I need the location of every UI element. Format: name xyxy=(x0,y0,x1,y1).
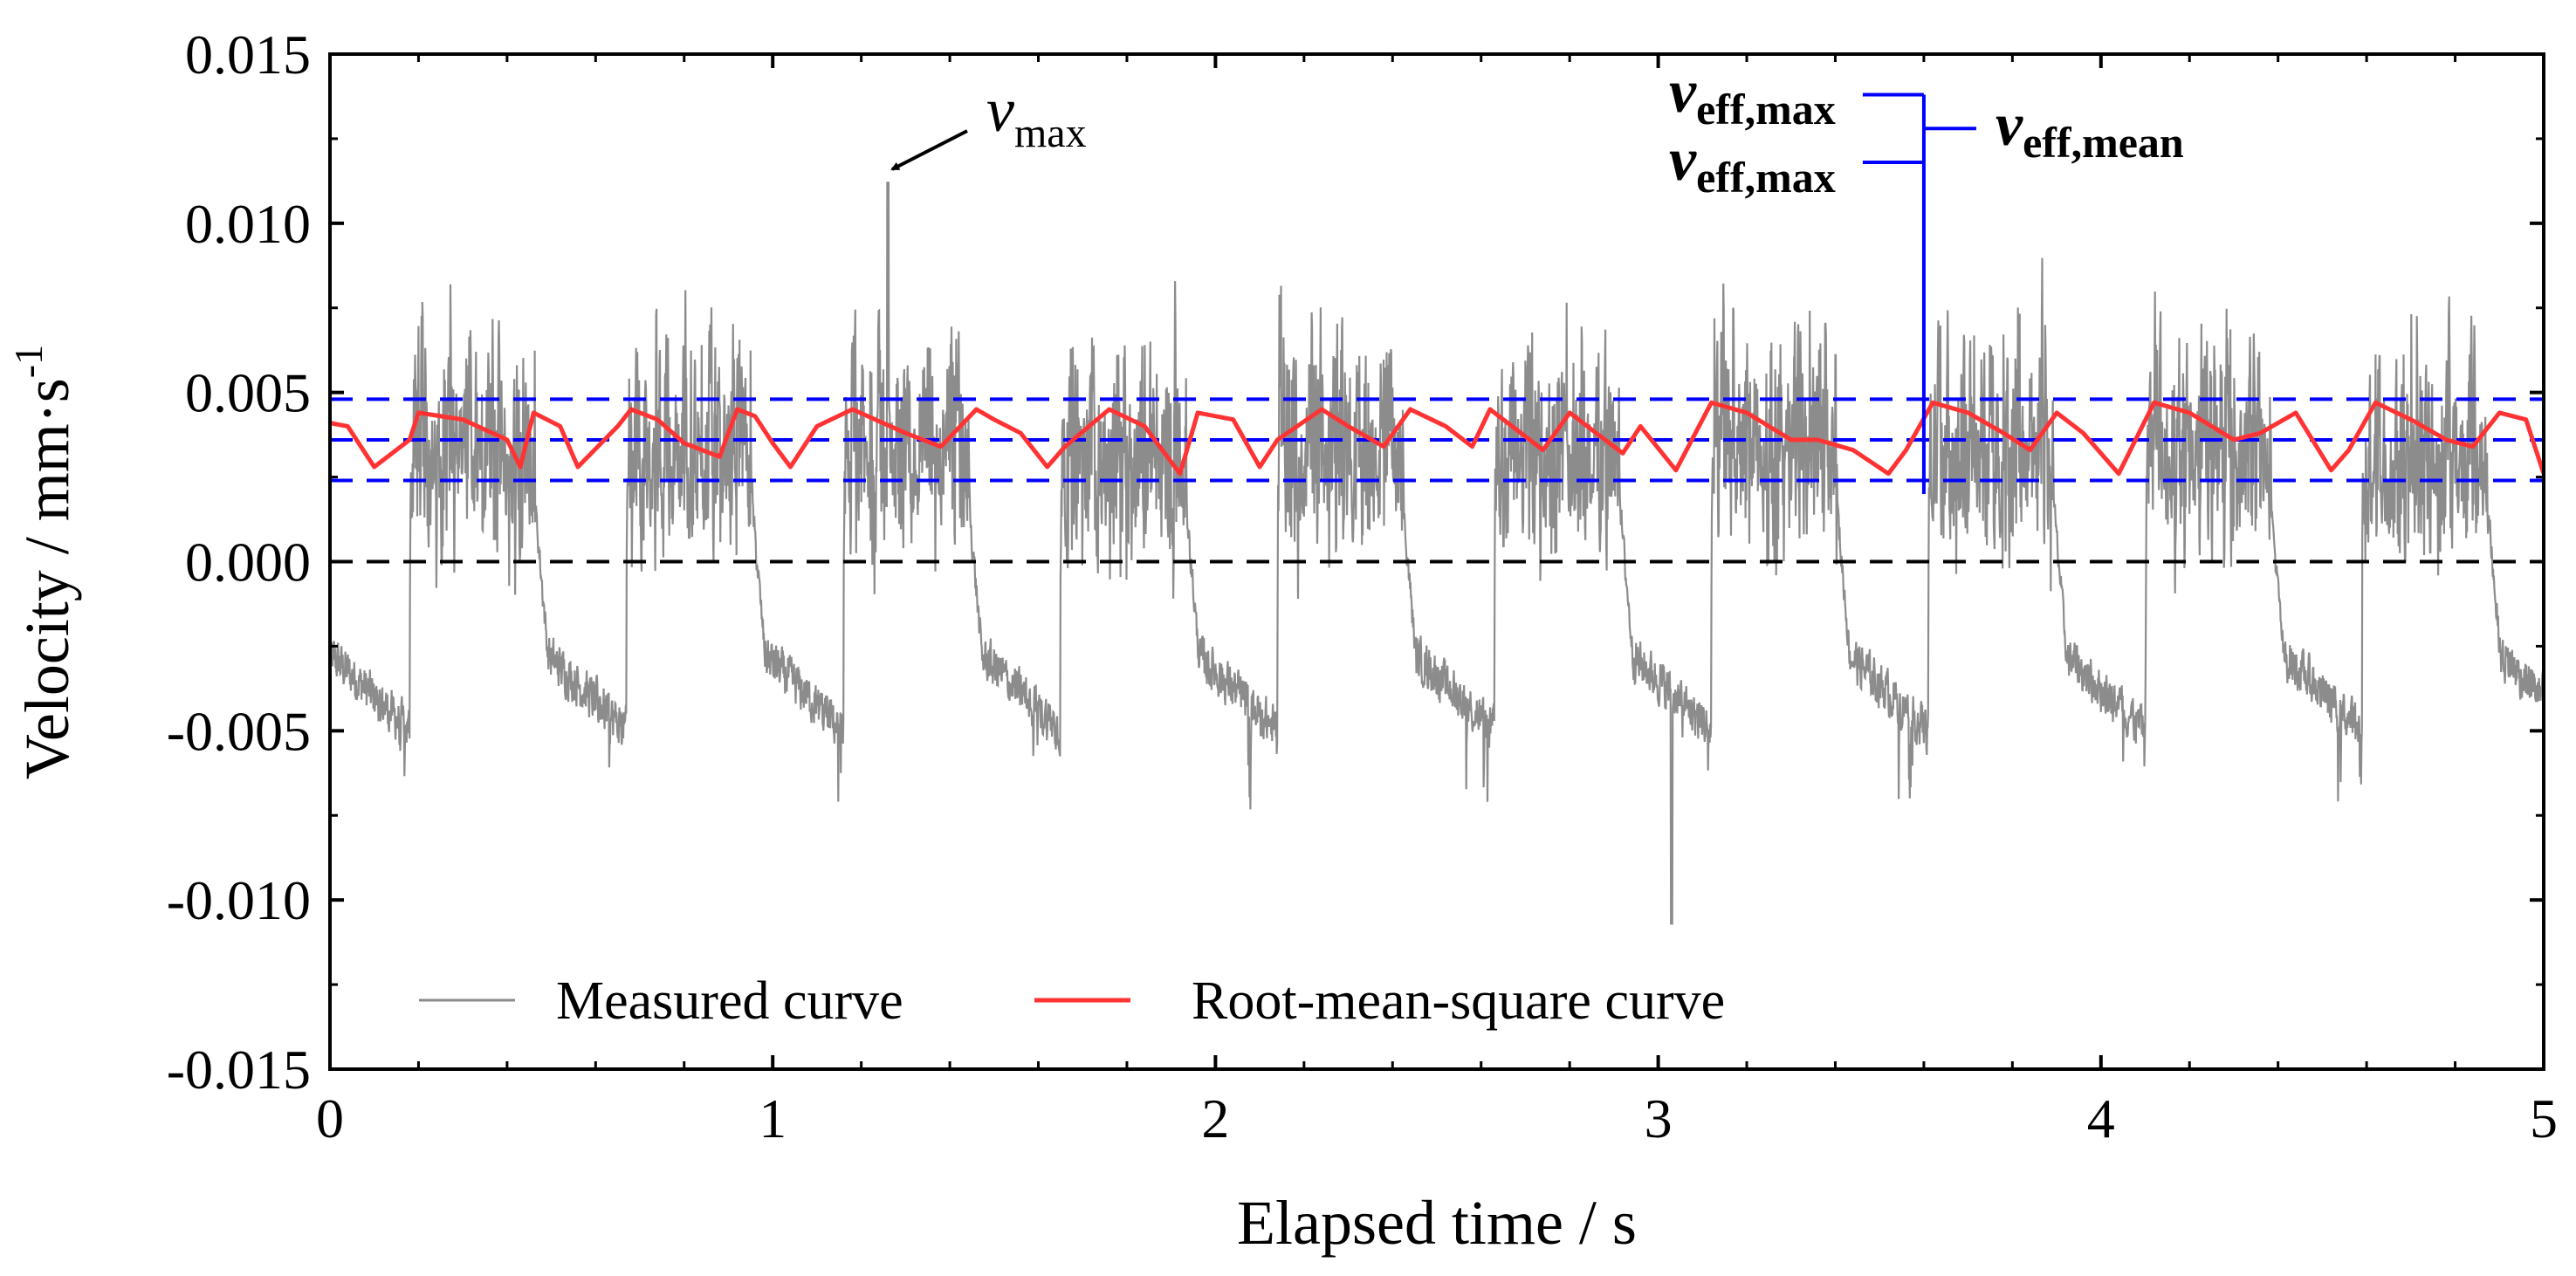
v-eff-upper-base: v xyxy=(1669,58,1697,126)
svg-text:vmax: vmax xyxy=(986,75,1087,156)
x-tick-label: 4 xyxy=(2087,1087,2115,1149)
x-tick-label: 1 xyxy=(759,1087,787,1149)
reference-lines-layer xyxy=(330,397,2544,564)
v-max-annotation: vmax xyxy=(890,75,1087,171)
v-max-label-sub: max xyxy=(1014,110,1087,156)
y-tick-label: 0.005 xyxy=(185,362,311,424)
y-axis-title: Velocity / mm·s xyxy=(12,378,82,779)
y-tick-label: -0.010 xyxy=(167,869,311,931)
legend-label-rms: Root-mean-square curve xyxy=(1192,971,1725,1031)
measured-curve-line xyxy=(330,182,2544,925)
v-max-arrow xyxy=(890,129,968,171)
v-eff-upper-sub: eff,max xyxy=(1696,85,1836,134)
v-eff-bracket xyxy=(1862,93,1976,494)
svg-text:veff,mean: veff,mean xyxy=(1996,92,2184,167)
x-tick-label: 3 xyxy=(1645,1087,1673,1149)
y-tick-label: 0.000 xyxy=(185,532,311,593)
v-eff-labels: veff,max veff,max veff,mean xyxy=(1669,58,2184,202)
svg-text:veff,max: veff,max xyxy=(1669,127,1836,202)
v-eff-lower-sub: eff,max xyxy=(1696,153,1836,202)
y-tick-label: -0.015 xyxy=(167,1039,311,1101)
measured-curve-layer xyxy=(330,182,2544,925)
svg-text:veff,max: veff,max xyxy=(1669,58,1836,134)
x-axis-title: Elapsed time / s xyxy=(1237,1188,1637,1258)
v-eff-mean-sub: eff,mean xyxy=(2023,118,2184,167)
legend: Measured curve Root-mean-square curve xyxy=(419,971,1725,1031)
legend-label-measured: Measured curve xyxy=(556,971,903,1031)
axes-layer: 0 1 2 3 4 5 -0.015 -0.010 -0.005 0.000 0.005 0.010 0… xyxy=(167,24,2558,1149)
y-axis-title-group: Velocity / mm·s-1 xyxy=(6,345,82,779)
rms-curve-line xyxy=(330,400,2544,477)
y-axis-title-sup: -1 xyxy=(6,345,51,378)
svg-text:Velocity / mm·s-1: Velocity / mm·s-1 xyxy=(6,345,82,779)
y-tick-label: 0.015 xyxy=(185,24,311,86)
v-eff-lower-base: v xyxy=(1669,127,1697,194)
v-eff-mean-base: v xyxy=(1996,92,2023,159)
v-max-label-base: v xyxy=(986,75,1014,145)
x-tick-label: 2 xyxy=(1201,1087,1229,1149)
x-tick-label: 0 xyxy=(316,1087,344,1149)
rms-curve-layer xyxy=(330,400,2544,477)
y-tick-label: 0.010 xyxy=(185,193,311,255)
y-tick-label: -0.005 xyxy=(167,700,311,762)
x-tick-label: 5 xyxy=(2530,1087,2558,1149)
